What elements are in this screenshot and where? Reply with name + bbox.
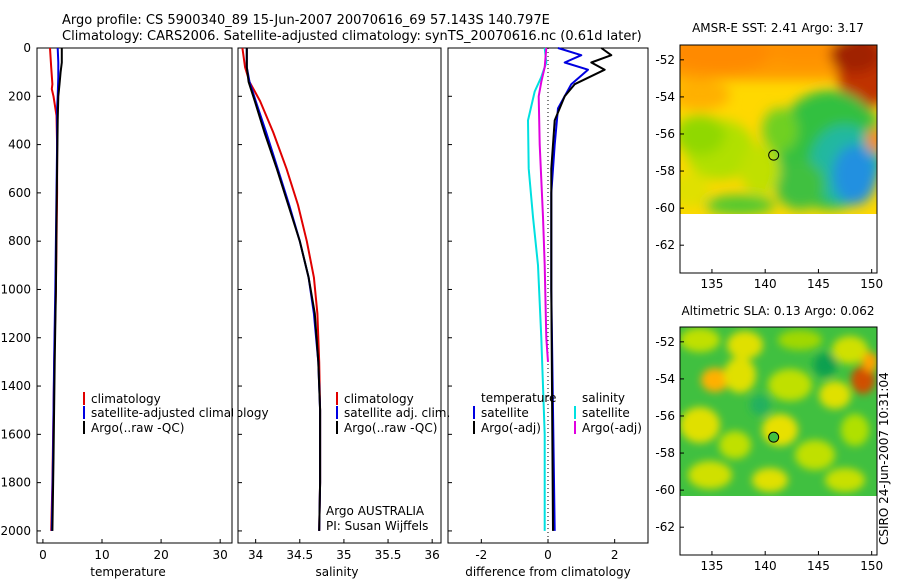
- y-tick-label: 1000: [0, 282, 31, 296]
- diff-legend-temperature-heading: temperature: [481, 391, 556, 405]
- argo-program-annotation: Argo AUSTRALIA: [326, 504, 425, 518]
- legend-label-argo: Argo(..raw -QC): [91, 421, 184, 435]
- map-x-tick-label: 140: [754, 559, 777, 573]
- x-tick-label: 35: [336, 548, 351, 562]
- sst-map-frame: [679, 44, 878, 274]
- difference-xlabel: difference from climatology: [465, 565, 631, 579]
- map-y-tick-label: -60: [655, 201, 675, 215]
- x-tick-label: 10: [94, 548, 109, 562]
- y-tick-label: 1800: [0, 476, 31, 490]
- map-x-tick-label: 145: [807, 277, 830, 291]
- series-line-salinity-argo-adj: [537, 47, 549, 362]
- side-credit: CSIRO 24-Jun-2007 10:31:04: [877, 372, 891, 545]
- y-tick-label: 400: [8, 138, 31, 152]
- y-tick-label: 1600: [0, 427, 31, 441]
- sla-map-frame: [679, 326, 878, 556]
- map-y-tick-label: -56: [655, 409, 675, 423]
- x-tick-label: 0: [39, 548, 47, 562]
- series-line-argo-raw-qc: [51, 48, 63, 531]
- map-y-tick-label: -52: [655, 335, 675, 349]
- temperature-xlabel: temperature: [90, 565, 165, 579]
- salinity-panel: 34 34.5 35 35.5 36 salinity climatology sate…: [237, 47, 450, 579]
- x-tick-label: 34: [248, 548, 263, 562]
- y-tick-label: 2000: [0, 524, 31, 538]
- temperature-legend: climatology satellite-adjusted climatolo…: [83, 392, 269, 435]
- x-tick-label: 35.5: [375, 548, 402, 562]
- sla-argo-location-marker: [768, 431, 780, 443]
- y-tick-label: 200: [8, 89, 31, 103]
- map-y-tick-label: -62: [655, 520, 675, 534]
- x-tick-label: 0: [544, 548, 552, 562]
- pi-annotation: PI: Susan Wijffels: [326, 519, 428, 533]
- salinity-axes-frame: [237, 47, 442, 544]
- temperature-axes-frame: [36, 47, 233, 544]
- difference-panel: -2 0 2 difference from climatology tempera…: [447, 47, 649, 579]
- profile-title-line1: Argo profile: CS 5900340_89 15-Jun-2007 …: [62, 13, 550, 28]
- y-tick-label: 1400: [0, 379, 31, 393]
- map-y-tick-label: -58: [655, 446, 675, 460]
- x-tick-label: 34.5: [286, 548, 313, 562]
- diff-legend-label-temp-argo: Argo(-adj): [481, 421, 541, 435]
- series-line-salinity-satellite: [527, 47, 548, 531]
- y-tick-label: 0: [23, 41, 31, 55]
- sst-field-image: [680, 45, 877, 214]
- x-tick-label: 36: [425, 548, 440, 562]
- map-x-tick-label: 145: [807, 559, 830, 573]
- sla-field-image: [680, 327, 877, 496]
- y-tick-label: 800: [8, 234, 31, 248]
- map-x-tick-label: 135: [700, 559, 723, 573]
- sst-map-panel: AMSR-E SST: 2.41 Argo: 3.17: [655, 21, 883, 291]
- map-x-tick-label: 150: [860, 277, 883, 291]
- y-tick-label: 600: [8, 186, 31, 200]
- legend-label-climatology: climatology: [91, 392, 161, 406]
- sst-map-title: AMSR-E SST: 2.41 Argo: 3.17: [692, 21, 864, 35]
- series-line-temperature-satellite: [550, 47, 589, 531]
- diff-legend-salinity-heading: salinity: [582, 391, 625, 405]
- map-x-tick-label: 140: [754, 277, 777, 291]
- diff-legend-label-sal-satellite: satellite: [582, 406, 630, 420]
- salinity-legend: climatology satellite adj. clim. Argo(..…: [336, 392, 450, 435]
- y-tick-label: 1200: [0, 331, 31, 345]
- x-tick-label: 20: [153, 548, 168, 562]
- map-y-tick-label: -52: [655, 53, 675, 67]
- map-y-tick-label: -54: [655, 372, 675, 386]
- profile-title-line2: Climatology: CARS2006. Satellite-adjuste…: [62, 29, 642, 44]
- x-tick-label: 2: [611, 548, 619, 562]
- legend-label-satellite-adjusted: satellite-adjusted climatology: [91, 406, 269, 420]
- sal-legend-label-argo: Argo(..raw -QC): [344, 421, 437, 435]
- series-line-satellite-adj-clim: [245, 48, 322, 531]
- difference-legend: temperature satellite Argo(-adj) salinit…: [473, 391, 642, 435]
- diff-legend-label-temp-satellite: satellite: [481, 406, 529, 420]
- series-line-climatology: [241, 47, 322, 531]
- map-y-tick-label: -62: [655, 238, 675, 252]
- temperature-panel: 0 10 20 30 0 200 400 600 800 1000 1200 1400 1600 1800…: [0, 41, 268, 579]
- salinity-xlabel: salinity: [315, 565, 358, 579]
- diff-legend-label-sal-argo: Argo(-adj): [582, 421, 642, 435]
- series-line-argo-raw-qc: [245, 48, 322, 531]
- sal-legend-label-climatology: climatology: [344, 392, 414, 406]
- map-x-tick-label: 135: [700, 277, 723, 291]
- x-tick-label: 30: [213, 548, 228, 562]
- sla-map-title: Altimetric SLA: 0.13 Argo: 0.062: [681, 304, 874, 318]
- map-y-tick-label: -60: [655, 483, 675, 497]
- x-tick-label: -2: [475, 548, 487, 562]
- map-x-tick-label: 150: [860, 559, 883, 573]
- map-y-tick-label: -56: [655, 127, 675, 141]
- sst-argo-location-marker: [768, 149, 780, 161]
- sal-legend-label-satellite: satellite adj. clim.: [344, 406, 450, 420]
- map-y-tick-label: -54: [655, 90, 675, 104]
- map-y-tick-label: -58: [655, 164, 675, 178]
- sla-map-panel: Altimetric SLA: 0.13 Argo: 0.062: [655, 304, 883, 573]
- series-line-temperature-argo-adj: [550, 47, 613, 531]
